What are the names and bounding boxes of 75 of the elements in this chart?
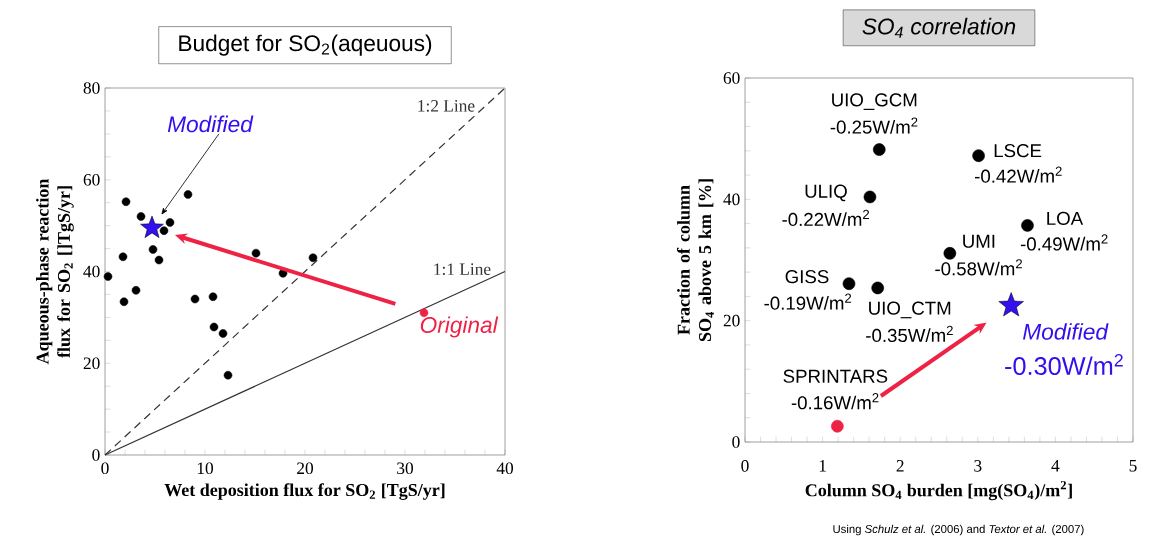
point (943, 247, 957, 260)
annotation: ULIQ (805, 184, 847, 202)
y-tick-label: 0 (732, 436, 740, 448)
point (118, 252, 128, 262)
point (831, 419, 844, 433)
chart-title: Budget for SO$_{2}$(aqeuous) (179, 34, 432, 56)
point (136, 212, 146, 221)
x-tick-label: 30 (397, 462, 414, 475)
y-tick-label: 20 (83, 357, 100, 370)
x-axis-title: Wet deposition flux for SO$_{2}$ [TgS/yr] (164, 483, 445, 500)
point (998, 292, 1024, 317)
point (209, 322, 219, 332)
text: Using Schulz et al. (2006) and Textor et al. (2007) (833, 524, 1084, 536)
x-tick-label: 2 (896, 460, 904, 472)
chart-title: SO$_{4}$ correlation (862, 17, 1016, 38)
x-tick-label: 5 (1129, 460, 1137, 472)
text: Modified (167, 115, 254, 133)
series-label: 1:1 Line (434, 263, 491, 276)
point (140, 215, 164, 238)
point (872, 143, 886, 156)
annotation: UIO_CTM (869, 301, 951, 319)
point (972, 149, 985, 162)
y-tick-label: 60 (83, 173, 100, 186)
annotation: -0.19W/m$^{2}$ (764, 293, 852, 310)
series-label: 1:2 Line (418, 100, 475, 112)
annotation: -0.30W/m$^{2}$ (1005, 354, 1123, 375)
x-axis-title: Column SO$_{4}$ burden [mg(SO$_{4}$)/m$^{2}$] (805, 480, 1072, 501)
annotation: SPRINTARS (783, 369, 888, 383)
annotation: GISS (785, 270, 829, 284)
x-tick-label: 4 (1051, 460, 1060, 472)
x-tick-label: 40 (496, 462, 514, 475)
x-tick-label: 10 (197, 462, 214, 475)
x-tick-label: 3 (974, 460, 982, 472)
y-tick-label: 20 (723, 314, 740, 327)
annotation: LOA (1047, 211, 1084, 226)
annotation: UMI (963, 234, 995, 248)
y-tick-label: 40 (723, 193, 740, 206)
y-tick-label: 80 (83, 82, 100, 94)
point (154, 255, 164, 265)
y-tick-label: 40 (83, 265, 100, 278)
annotation: -0.35W/m$^{2}$ (866, 325, 953, 343)
annotation: -0.25W/m$^{2}$ (830, 117, 918, 134)
y-tick-label: 0 (92, 449, 100, 461)
point (1021, 219, 1034, 232)
series-label: Modified (1023, 323, 1109, 340)
x-tick-label: 1 (819, 460, 826, 472)
x-tick-label: 0 (741, 460, 749, 472)
x-tick-label: 20 (297, 462, 314, 475)
point (183, 190, 193, 199)
point (165, 218, 175, 227)
point (103, 272, 113, 281)
point (223, 370, 233, 380)
point (208, 292, 218, 301)
annotation: -0.22W/m$^{2}$ (782, 209, 870, 227)
point (159, 226, 169, 235)
annotation: -0.49W/m$^{2}$ (1020, 234, 1108, 251)
annotation: -0.16W/m$^{2}$ (791, 393, 879, 410)
y-tick-label: 60 (723, 72, 740, 84)
point (251, 248, 261, 258)
series-label: Original (420, 316, 499, 338)
point (863, 190, 877, 204)
point (119, 297, 129, 307)
point (131, 286, 141, 295)
x-tick-label: 0 (101, 462, 109, 475)
point (190, 294, 200, 304)
annotation: LSCE (994, 144, 1042, 158)
annotation: -0.42W/m$^{2}$ (975, 166, 1062, 183)
point (842, 277, 856, 290)
annotation: -0.58W/m$^{2}$ (935, 259, 1022, 276)
point (121, 197, 131, 207)
point (308, 253, 318, 263)
point (218, 329, 228, 338)
point (871, 281, 884, 295)
annotation: UIO_GCM (832, 93, 917, 110)
point (148, 245, 158, 254)
